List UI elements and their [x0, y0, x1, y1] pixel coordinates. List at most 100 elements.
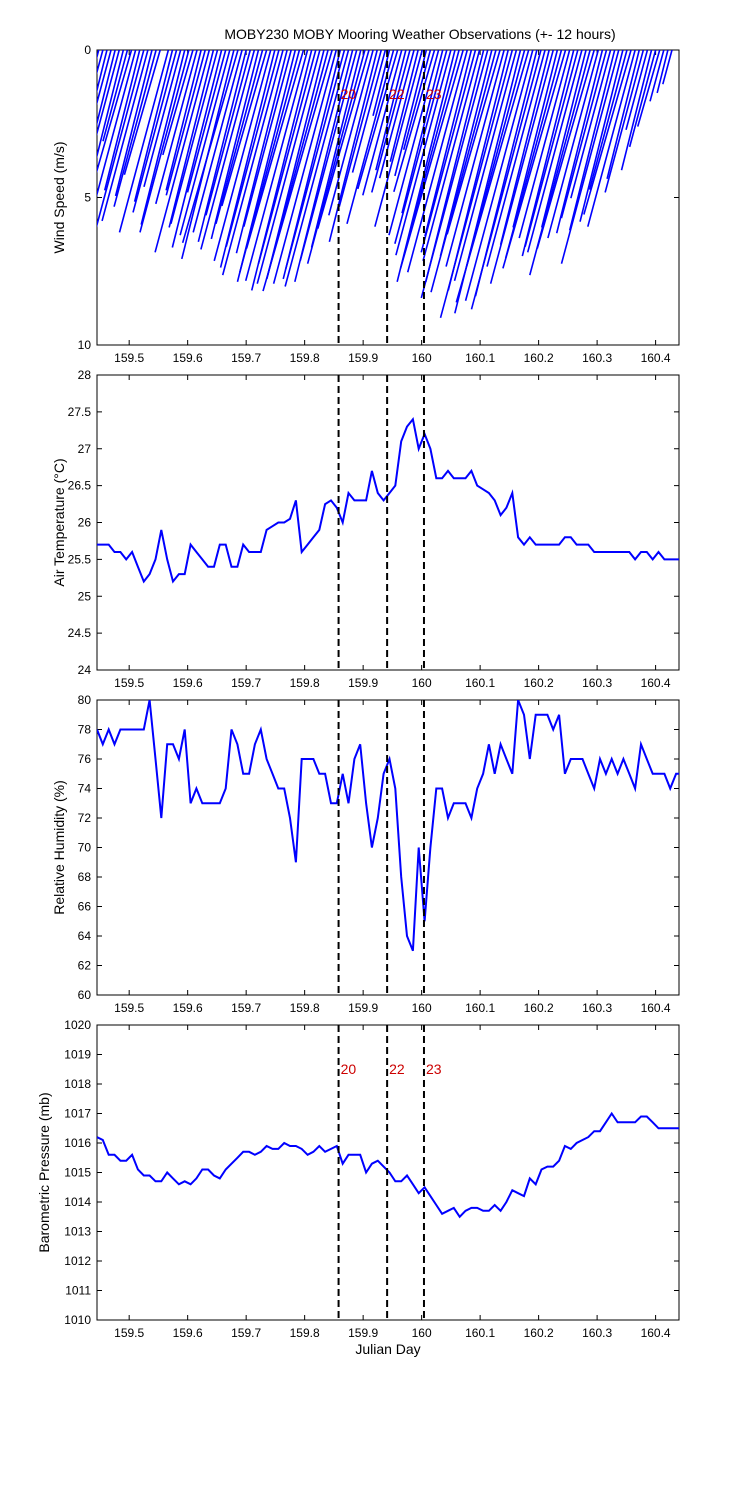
wind-vector — [420, 50, 489, 299]
wind-vector — [244, 50, 309, 282]
wind-vector — [401, 50, 444, 214]
wind-vector — [370, 50, 411, 193]
wind-vector — [446, 50, 501, 235]
wind-vector — [424, 50, 473, 237]
x-tick-label: 160.1 — [465, 676, 495, 690]
x-tick-label: 160 — [412, 1001, 432, 1015]
wind-vector — [215, 50, 264, 225]
x-tick-label: 159.5 — [114, 1326, 144, 1340]
x-tick-label: 160.3 — [582, 676, 612, 690]
x-tick-label: 160.1 — [465, 1326, 495, 1340]
x-tick-label: 160.1 — [465, 1001, 495, 1015]
y-tick-label: 72 — [78, 811, 92, 825]
x-axis-label: Julian Day — [355, 1341, 420, 1357]
y-tick-label: 28 — [78, 368, 92, 382]
wind-vector — [560, 50, 608, 219]
x-tick-label: 160.4 — [641, 351, 671, 365]
wind-vector — [97, 50, 125, 159]
wind-vector — [310, 50, 362, 248]
y-tick-label: 68 — [78, 870, 92, 884]
wind-vector — [526, 50, 583, 253]
wind-vector — [164, 50, 166, 51]
wind-vector — [588, 50, 628, 190]
wind-vector — [114, 50, 153, 197]
y-tick-label: 74 — [78, 782, 92, 796]
wind-vector — [625, 50, 649, 130]
wind-vector — [579, 50, 624, 222]
x-tick-label: 159.7 — [231, 351, 261, 365]
x-tick-label: 160.2 — [524, 676, 554, 690]
y-tick-label: 1010 — [64, 1313, 91, 1327]
wind-vector — [524, 50, 579, 247]
y-tick-label: 0 — [84, 43, 91, 57]
series-line — [97, 417, 679, 584]
wind-vector — [328, 50, 374, 216]
x-tick-label: 160.4 — [641, 676, 671, 690]
wind-vector — [406, 50, 469, 273]
wind-vector — [649, 50, 665, 102]
wind-vector — [372, 50, 391, 117]
wind-vector — [393, 50, 436, 193]
marker-label: 22 — [389, 1061, 405, 1077]
panel-wind-vectors: 159.5 159.6 159.7 159.8 159.9 160 160.1 160.2 16… — [51, 43, 680, 365]
wind-vector — [420, 50, 477, 253]
wind-vector — [284, 50, 346, 270]
x-tick-label: 159.6 — [173, 351, 203, 365]
wind-vector — [518, 50, 571, 239]
wind-vector — [560, 50, 620, 264]
x-tick-label: 160.4 — [641, 1326, 671, 1340]
y-tick-label: 27.5 — [68, 405, 92, 419]
y-axis-label: Air Temperature (°C) — [51, 458, 67, 586]
wind-vector — [162, 50, 194, 156]
wind-vector — [140, 50, 186, 225]
wind-vector — [168, 50, 215, 228]
wind-vector — [555, 50, 604, 234]
x-tick-label: 160.2 — [524, 351, 554, 365]
x-tick-label: 159.7 — [231, 1326, 261, 1340]
y-tick-label: 1012 — [64, 1254, 91, 1268]
marker-label: 23 — [426, 1061, 442, 1077]
x-tick-label: 160 — [412, 1326, 432, 1340]
series-line — [97, 1111, 679, 1219]
wind-vector — [375, 50, 407, 171]
x-tick-label: 159.8 — [290, 1326, 320, 1340]
wind-vector — [378, 50, 415, 179]
x-tick-label: 159.9 — [348, 351, 378, 365]
y-tick-label: 70 — [78, 841, 92, 855]
x-tick-label: 159.5 — [114, 351, 144, 365]
wind-vector — [439, 50, 493, 257]
y-tick-label: 1015 — [64, 1166, 91, 1180]
data-layer — [97, 50, 673, 319]
y-tick-label: 10 — [78, 338, 92, 352]
wind-vector — [357, 50, 399, 190]
wind-vector — [97, 50, 137, 198]
marker-label: 22 — [389, 86, 405, 102]
wind-vector — [165, 50, 202, 191]
wind-vector — [133, 50, 174, 202]
wind-vector — [351, 50, 387, 173]
wind-vector — [394, 50, 448, 244]
y-axis-label: Barometric Pressure (mb) — [36, 1092, 52, 1252]
marker-label: 23 — [426, 86, 442, 102]
x-tick-label: 159.5 — [114, 676, 144, 690]
x-tick-label: 160.3 — [582, 1326, 612, 1340]
wind-vector — [243, 50, 292, 227]
wind-vector — [512, 50, 559, 228]
marker-label: 20 — [341, 86, 357, 102]
wind-vector — [399, 50, 464, 269]
x-tick-label: 159.8 — [290, 351, 320, 365]
x-tick-label: 159.9 — [348, 1326, 378, 1340]
y-tick-label: 26 — [78, 516, 92, 530]
y-axis-label: Relative Humidity (%) — [51, 780, 67, 915]
wind-vector — [154, 50, 211, 253]
y-tick-label: 1016 — [64, 1136, 91, 1150]
wind-vector — [299, 50, 358, 262]
wind-vector — [200, 50, 256, 250]
wind-vector — [568, 50, 616, 231]
data-layer — [97, 417, 679, 584]
wind-vector — [620, 50, 653, 171]
x-tick-label: 159.7 — [231, 676, 261, 690]
x-tick-label: 159.6 — [173, 1001, 203, 1015]
y-tick-label: 26.5 — [68, 479, 92, 493]
wind-vector — [272, 50, 338, 284]
